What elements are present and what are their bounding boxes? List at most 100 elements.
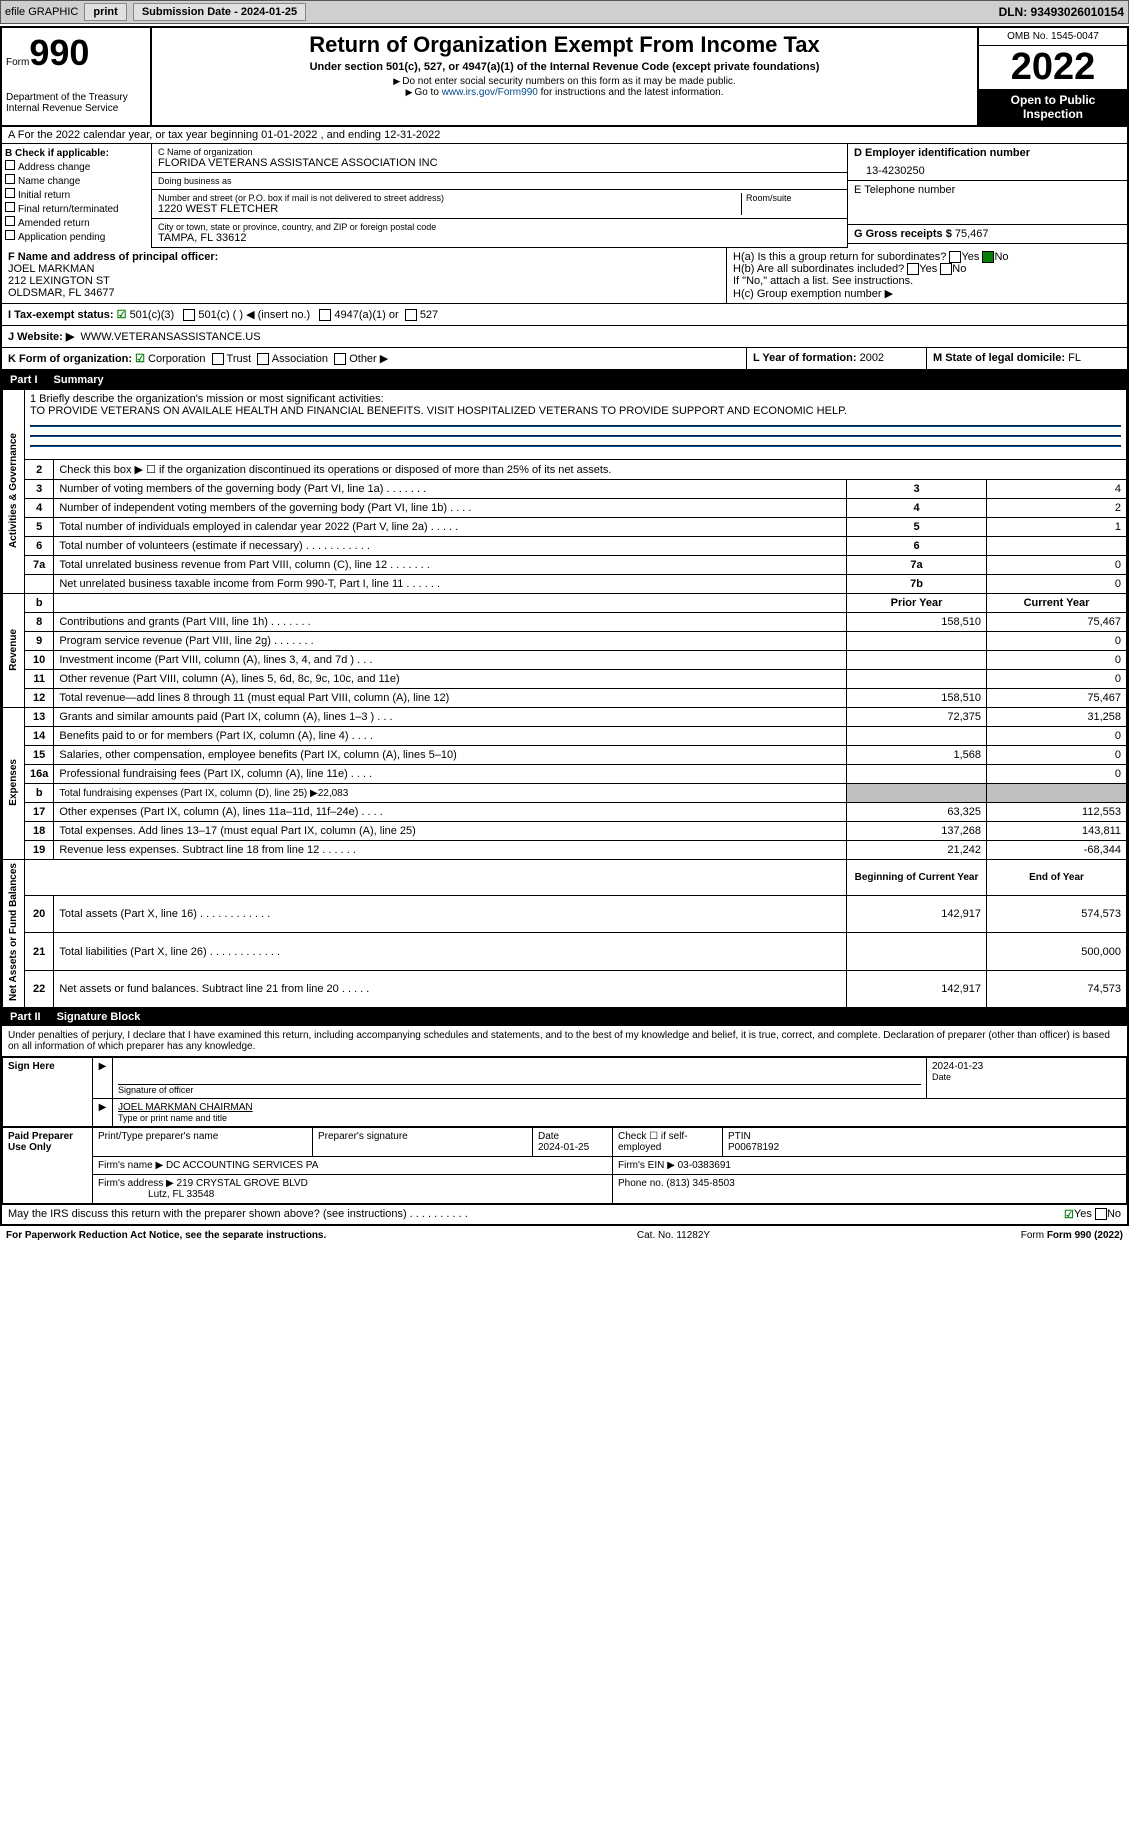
phone-lbl: E Telephone number — [854, 184, 1121, 196]
hb-note: If "No," attach a list. See instructions… — [733, 275, 1121, 287]
irs-link[interactable]: www.irs.gov/Form990 — [442, 87, 538, 98]
part2-title: Signature Block — [57, 1011, 141, 1023]
f-lbl: F Name and address of principal officer: — [8, 251, 720, 263]
m-state: M State of legal domicile: FL — [927, 348, 1127, 369]
chk-amended[interactable]: Amended return — [5, 216, 148, 229]
addr-lbl: Number and street (or P.O. box if mail i… — [158, 193, 741, 203]
table-row: 20Total assets (Part X, line 16) . . . .… — [3, 895, 1127, 932]
print-button[interactable]: print — [84, 3, 126, 21]
table-row: 6Total number of volunteers (estimate if… — [3, 537, 1127, 556]
prior-year-hdr: Prior Year — [847, 594, 987, 613]
chk-pending[interactable]: Application pending — [5, 230, 148, 243]
city-block: City or town, state or province, country… — [152, 219, 847, 248]
k-lbl: K Form of organization: — [8, 353, 132, 365]
form-word: Form — [6, 57, 29, 68]
chk-name[interactable]: Name change — [5, 174, 148, 187]
ptin-cell: PTINP00678192 — [723, 1128, 1127, 1157]
line2-text: Check this box ▶ ☐ if the organization d… — [54, 460, 1127, 480]
footer: For Paperwork Reduction Act Notice, see … — [0, 1228, 1129, 1243]
sign-here-lbl: Sign Here — [3, 1058, 93, 1127]
col-d-right: D Employer identification number 13-4230… — [847, 144, 1127, 248]
opt-501c3: 501(c)(3) — [130, 309, 175, 321]
hb-row: H(b) Are all subordinates included? Yes … — [733, 263, 1121, 275]
table-row: 8Contributions and grants (Part VIII, li… — [3, 613, 1127, 632]
arrow-icon: ▶ — [93, 1099, 113, 1127]
discuss-q: May the IRS discuss this return with the… — [8, 1208, 1064, 1221]
firm-name-cell: Firm's name ▶ DC ACCOUNTING SERVICES PA — [93, 1157, 613, 1175]
col-b-title: B Check if applicable: — [5, 148, 148, 159]
efile-label: efile GRAPHIC — [5, 6, 78, 18]
part1-title: Summary — [54, 374, 104, 386]
table-row: bTotal fundraising expenses (Part IX, co… — [3, 784, 1127, 803]
org-name: FLORIDA VETERANS ASSISTANCE ASSOCIATION … — [158, 157, 841, 169]
gross-val: 75,467 — [955, 228, 989, 240]
firm-addr-cell: Firm's address ▶ 219 CRYSTAL GROVE BLVD … — [93, 1175, 613, 1204]
discuss-row: May the IRS discuss this return with the… — [2, 1204, 1127, 1224]
tax-year: 2022 — [979, 46, 1127, 89]
f-addr1: 212 LEXINGTON ST — [8, 275, 720, 287]
table-row: 22Net assets or fund balances. Subtract … — [3, 970, 1127, 1008]
dba-block: Doing business as — [152, 173, 847, 190]
k-org-form: K Form of organization: ☑ Corporation Tr… — [2, 348, 747, 369]
officer-sig-cell: Signature of officer — [113, 1058, 927, 1099]
table-row: 10Investment income (Part VIII, column (… — [3, 651, 1127, 670]
side-ag: Activities & Governance — [3, 390, 25, 594]
prep-check-cell: Check ☐ if self-employed — [613, 1128, 723, 1157]
submission-date-button[interactable]: Submission Date - 2024-01-25 — [133, 3, 306, 21]
sign-here-table: Sign Here ▶ Signature of officer 2024-01… — [2, 1057, 1127, 1127]
table-row: 21Total liabilities (Part X, line 26) . … — [3, 933, 1127, 970]
summary-table: Activities & Governance 1 Briefly descri… — [2, 389, 1127, 1008]
status-lbl: I Tax-exempt status: — [8, 309, 114, 321]
org-name-lbl: C Name of organization — [158, 147, 841, 157]
website-lbl: J Website: ▶ — [8, 331, 74, 343]
table-row: 9Program service revenue (Part VIII, lin… — [3, 632, 1127, 651]
chk-final[interactable]: Final return/terminated — [5, 202, 148, 215]
website-row: J Website: ▶ WWW.VETERANSASSISTANCE.US — [2, 326, 1127, 348]
chk-initial[interactable]: Initial return — [5, 188, 148, 201]
header-left: Form990 Department of the Treasury Inter… — [2, 28, 152, 125]
website-val: WWW.VETERANSASSISTANCE.US — [80, 331, 260, 343]
table-row: Net unrelated business taxable income fr… — [3, 575, 1127, 594]
prep-date-cell: Date2024-01-25 — [533, 1128, 613, 1157]
omb-number: OMB No. 1545-0047 — [979, 28, 1127, 46]
side-rev: Revenue — [3, 594, 25, 708]
side-net: Net Assets or Fund Balances — [3, 860, 25, 1008]
k-row: K Form of organization: ☑ Corporation Tr… — [2, 348, 1127, 371]
note-ssn: Do not enter social security numbers on … — [156, 76, 973, 87]
room-lbl: Room/suite — [746, 193, 841, 203]
prep-name-lbl: Print/Type preparer's name — [93, 1128, 313, 1157]
officer-name-cell: JOEL MARKMAN CHAIRMAN Type or print name… — [113, 1099, 1127, 1127]
addr-val: 1220 WEST FLETCHER — [158, 203, 741, 215]
status-row: I Tax-exempt status: ☑ 501(c)(3) 501(c) … — [2, 304, 1127, 326]
table-row: 18Total expenses. Add lines 13–17 (must … — [3, 822, 1127, 841]
city-lbl: City or town, state or province, country… — [158, 222, 841, 232]
table-row: 3Number of voting members of the governi… — [3, 480, 1127, 499]
pra-notice: For Paperwork Reduction Act Notice, see … — [6, 1230, 326, 1241]
header-right: OMB No. 1545-0047 2022 Open to Public In… — [977, 28, 1127, 125]
top-toolbar: efile GRAPHIC print Submission Date - 20… — [0, 0, 1129, 24]
f-name: JOEL MARKMAN — [8, 263, 720, 275]
table-row: 16aProfessional fundraising fees (Part I… — [3, 765, 1127, 784]
current-year-hdr: Current Year — [987, 594, 1127, 613]
form-title: Return of Organization Exempt From Incom… — [156, 32, 973, 58]
bocy-hdr: Beginning of Current Year — [847, 860, 987, 896]
chk-address[interactable]: Address change — [5, 160, 148, 173]
form-990: Form990 Department of the Treasury Inter… — [0, 26, 1129, 1226]
side-exp: Expenses — [3, 708, 25, 860]
line2-num: 2 — [25, 460, 54, 480]
part2-num: Part II — [10, 1011, 41, 1023]
sig-intro: Under penalties of perjury, I declare th… — [2, 1026, 1127, 1057]
part1-num: Part I — [10, 374, 38, 386]
ha-row: H(a) Is this a group return for subordin… — [733, 251, 1121, 263]
preparer-lbl: Paid Preparer Use Only — [3, 1128, 93, 1204]
opt-527: 527 — [420, 309, 438, 321]
opt-501c: 501(c) ( ) ◀ (insert no.) — [198, 309, 310, 321]
form-header: Form990 Department of the Treasury Inter… — [2, 28, 1127, 127]
form-number: 990 — [29, 32, 89, 73]
cat-no: Cat. No. 11282Y — [637, 1230, 710, 1241]
row-a-tax-year: A For the 2022 calendar year, or tax yea… — [2, 127, 1127, 144]
ein-val: 13-4230250 — [854, 159, 1121, 177]
note-link: Go to www.irs.gov/Form990 for instructio… — [156, 87, 973, 98]
table-row: 5Total number of individuals employed in… — [3, 518, 1127, 537]
mission-cell: 1 Briefly describe the organization's mi… — [25, 390, 1127, 460]
